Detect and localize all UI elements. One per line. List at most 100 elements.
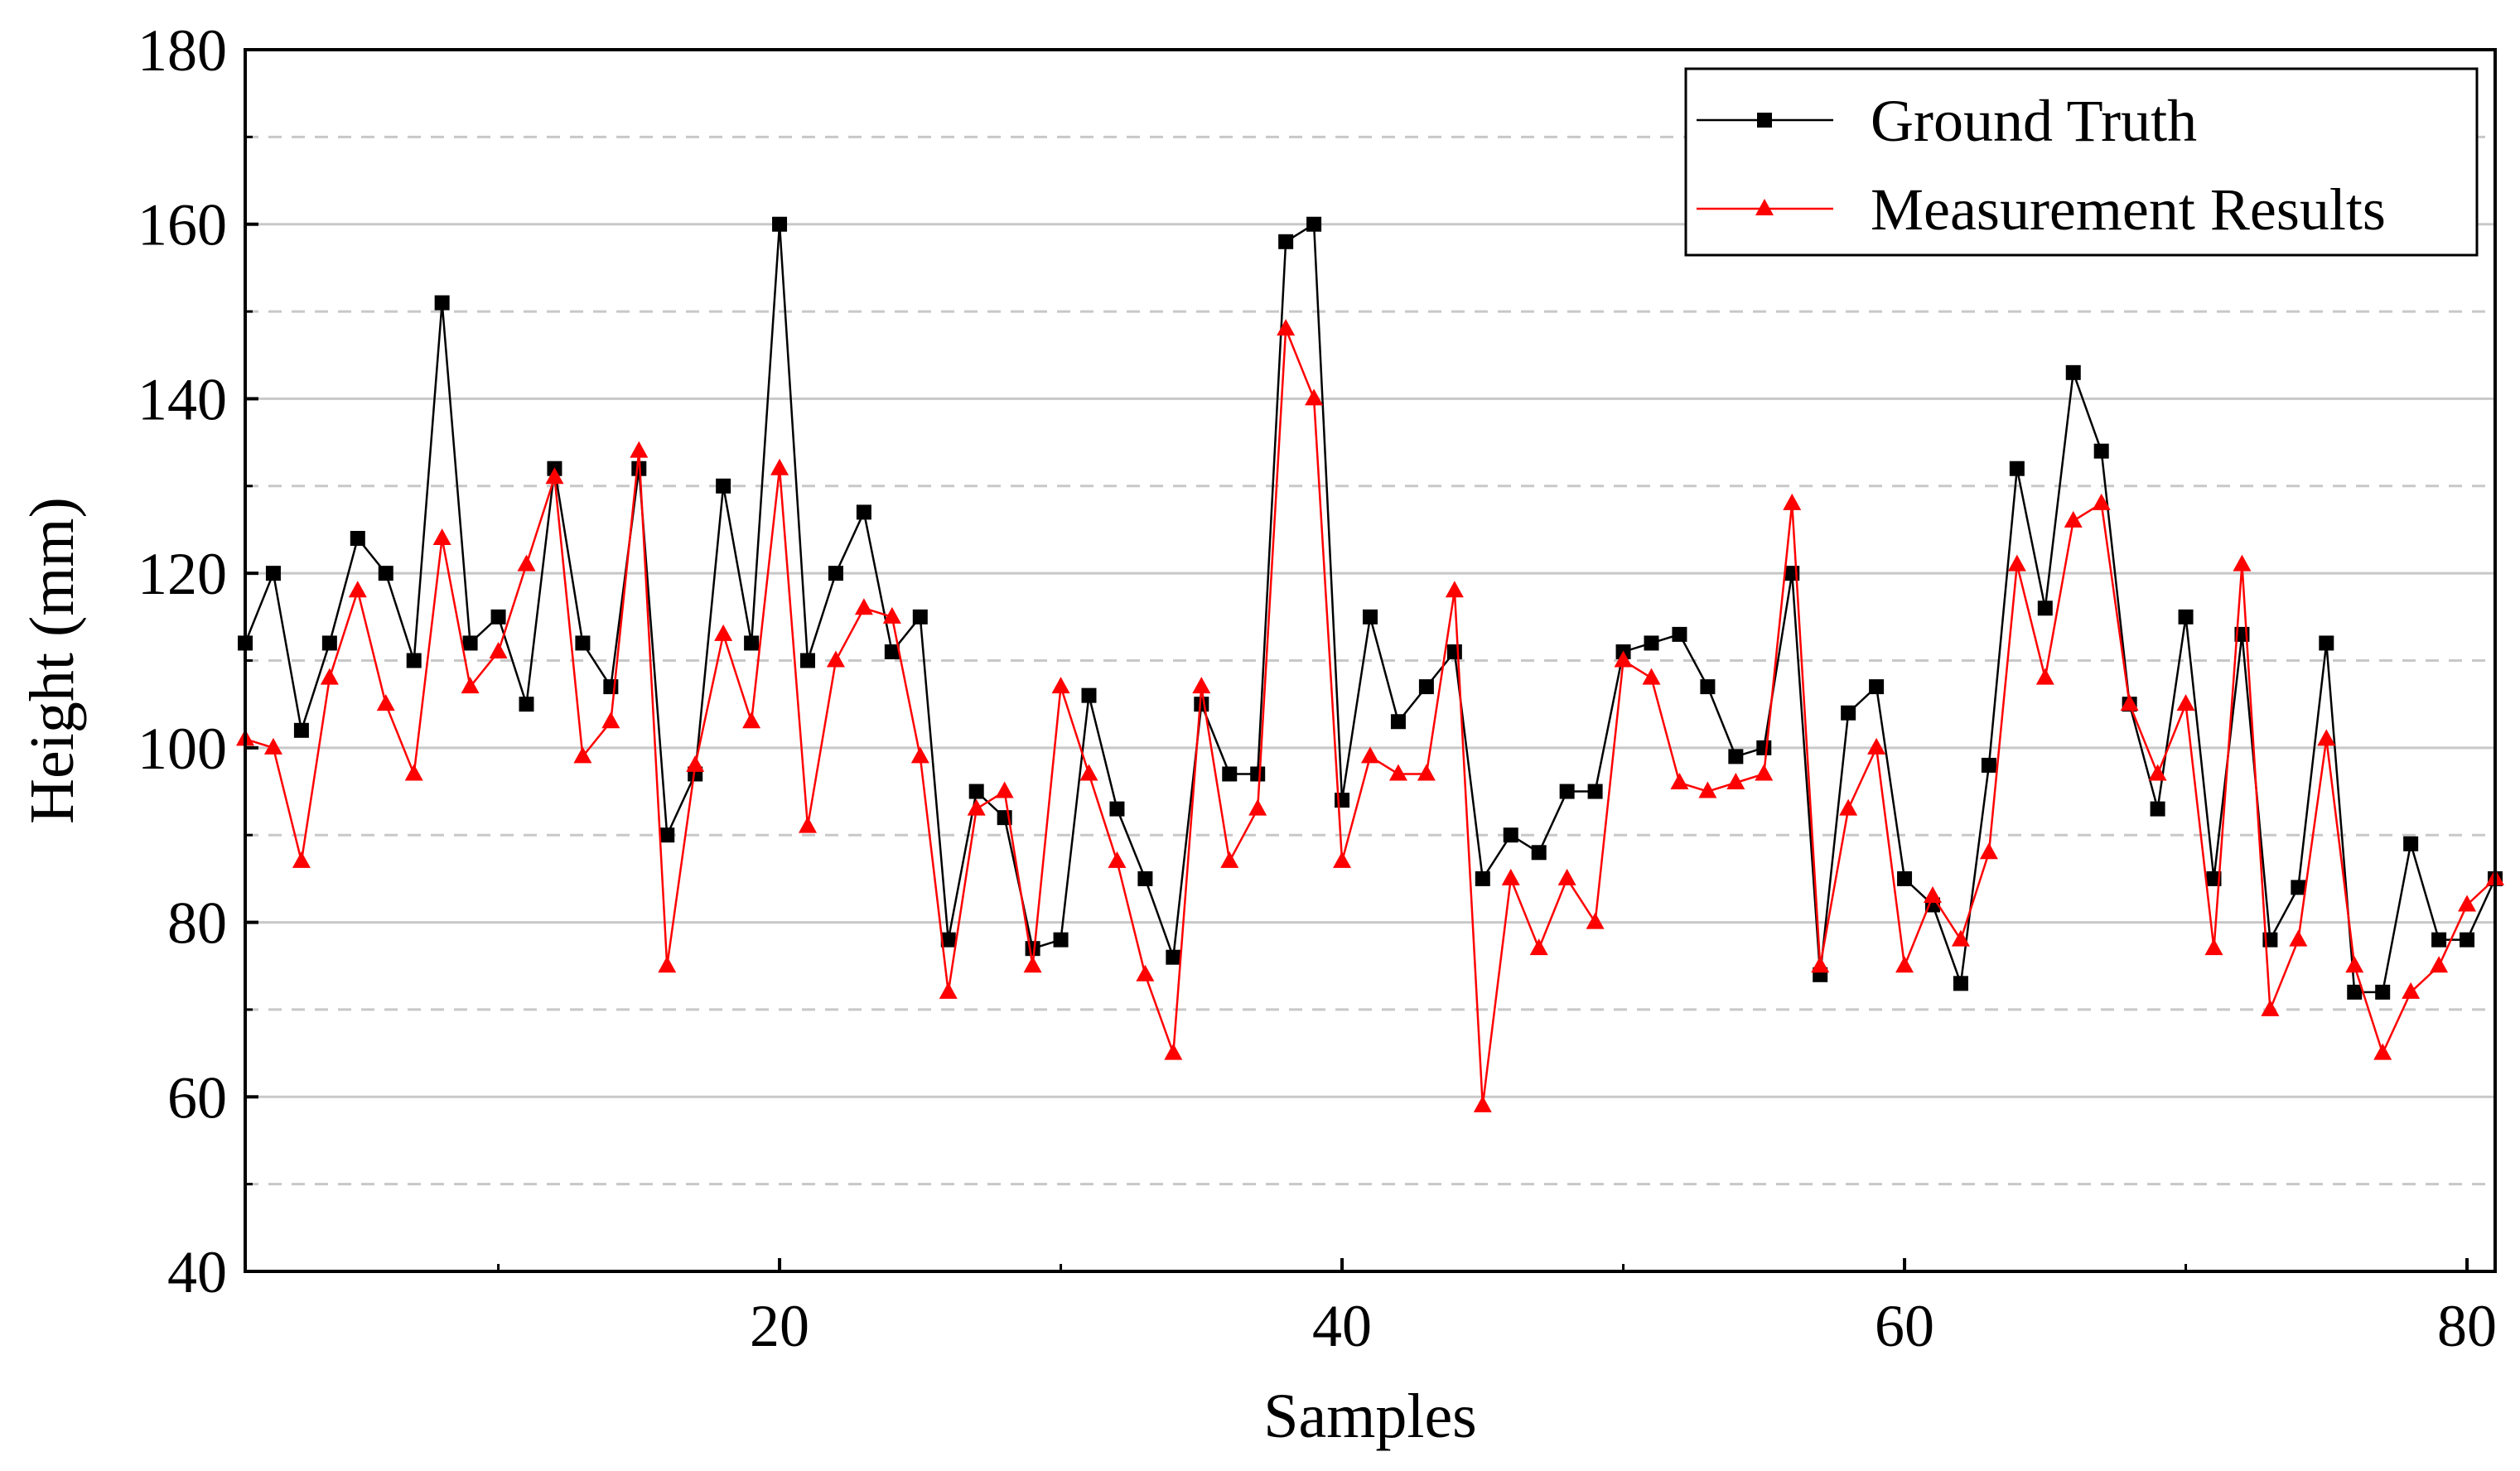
- data-point: [1081, 687, 1097, 703]
- data-point: [2150, 801, 2165, 817]
- data-point: [1192, 677, 1211, 694]
- data-point: [686, 755, 705, 772]
- data-point: [404, 764, 423, 781]
- y-tick-label: 40: [167, 1239, 227, 1305]
- data-point: [1418, 679, 1434, 695]
- data-point: [1306, 216, 1322, 232]
- data-point: [2204, 938, 2223, 956]
- data-point: [1079, 764, 1098, 781]
- data-point: [772, 216, 788, 232]
- y-tick-label: 100: [138, 716, 227, 782]
- data-point: [406, 653, 422, 668]
- data-point: [350, 531, 365, 546]
- data-point: [1361, 746, 1379, 764]
- data-point: [1475, 871, 1490, 886]
- data-point: [517, 554, 536, 572]
- data-point: [1164, 1043, 1183, 1060]
- data-point: [2319, 635, 2334, 651]
- x-tick-label: 20: [750, 1293, 809, 1359]
- x-tick-label: 60: [1875, 1293, 1934, 1359]
- data-point: [1417, 764, 1436, 781]
- data-point: [432, 528, 451, 545]
- data-point: [744, 635, 760, 651]
- data-point: [1023, 956, 1042, 973]
- data-point: [2291, 880, 2306, 895]
- data-point: [1473, 1095, 1492, 1112]
- data-point: [348, 581, 367, 598]
- data-point: [1025, 941, 1040, 957]
- data-point: [2009, 461, 2025, 476]
- data-point: [1388, 764, 1407, 781]
- data-point: [1811, 956, 1830, 973]
- data-point: [2035, 668, 2054, 685]
- data-point: [2065, 364, 2081, 380]
- data-point: [1531, 845, 1547, 861]
- y-tick-label: 160: [138, 192, 227, 258]
- data-point: [1642, 668, 1661, 685]
- data-point: [1895, 956, 1914, 973]
- data-point: [770, 458, 789, 475]
- data-point: [1756, 740, 1772, 755]
- data-point: [1277, 319, 1296, 336]
- legend-box: [1684, 67, 2479, 257]
- data-point: [2289, 929, 2308, 947]
- data-point: [2317, 729, 2336, 746]
- data-point: [320, 668, 339, 685]
- data-point: [2176, 694, 2195, 711]
- data-point: [1979, 842, 1998, 860]
- data-point: [489, 641, 508, 658]
- data-point: [1953, 976, 1968, 991]
- data-point: [742, 711, 761, 729]
- data-point: [2120, 694, 2139, 711]
- data-point: [321, 635, 337, 651]
- data-point: [1924, 885, 1942, 903]
- data-point: [293, 722, 309, 738]
- y-tick-label: 180: [138, 17, 227, 84]
- data-point: [940, 932, 956, 948]
- data-point: [545, 467, 564, 485]
- data-point: [1869, 679, 1885, 695]
- legend-label: Ground Truth: [1871, 88, 2197, 154]
- data-point: [2261, 999, 2280, 1016]
- data-point: [1501, 868, 1520, 885]
- data-point: [265, 566, 281, 581]
- data-point: [2458, 895, 2477, 912]
- data-point: [2347, 984, 2363, 1000]
- data-point: [1503, 827, 1518, 843]
- y-tick-label: 120: [138, 541, 227, 607]
- data-point: [1446, 644, 1462, 659]
- data-point: [1557, 868, 1576, 885]
- legend-marker: [1755, 199, 1774, 215]
- data-point: [1333, 851, 1352, 868]
- data-point: [1278, 234, 1294, 249]
- data-point: [1951, 929, 1970, 947]
- data-point: [575, 635, 591, 651]
- x-tick-label: 80: [2437, 1293, 2497, 1359]
- data-point: [2093, 443, 2109, 459]
- data-point: [2402, 981, 2421, 999]
- data-point: [800, 653, 815, 668]
- data-point: [2064, 510, 2083, 528]
- data-point: [2206, 871, 2222, 886]
- data-point: [2092, 493, 2111, 510]
- data-point: [1335, 793, 1350, 808]
- data-point: [462, 635, 478, 651]
- data-point: [1248, 798, 1267, 816]
- x-tick-label: 40: [1312, 1293, 1372, 1359]
- data-point: [1222, 766, 1238, 782]
- data-point: [967, 798, 986, 816]
- data-point: [1783, 493, 1802, 510]
- data-point: [1109, 801, 1125, 817]
- data-point: [1136, 964, 1155, 981]
- y-tick-label: 140: [138, 366, 227, 432]
- data-point: [1586, 912, 1605, 929]
- data-point: [2460, 932, 2475, 948]
- data-point: [376, 694, 395, 711]
- series-ground-truth: [238, 216, 2503, 1000]
- data-point: [1867, 737, 1886, 755]
- data-point: [968, 784, 984, 799]
- data-point: [2007, 554, 2026, 572]
- data-point: [630, 441, 649, 458]
- data-point: [2037, 600, 2053, 616]
